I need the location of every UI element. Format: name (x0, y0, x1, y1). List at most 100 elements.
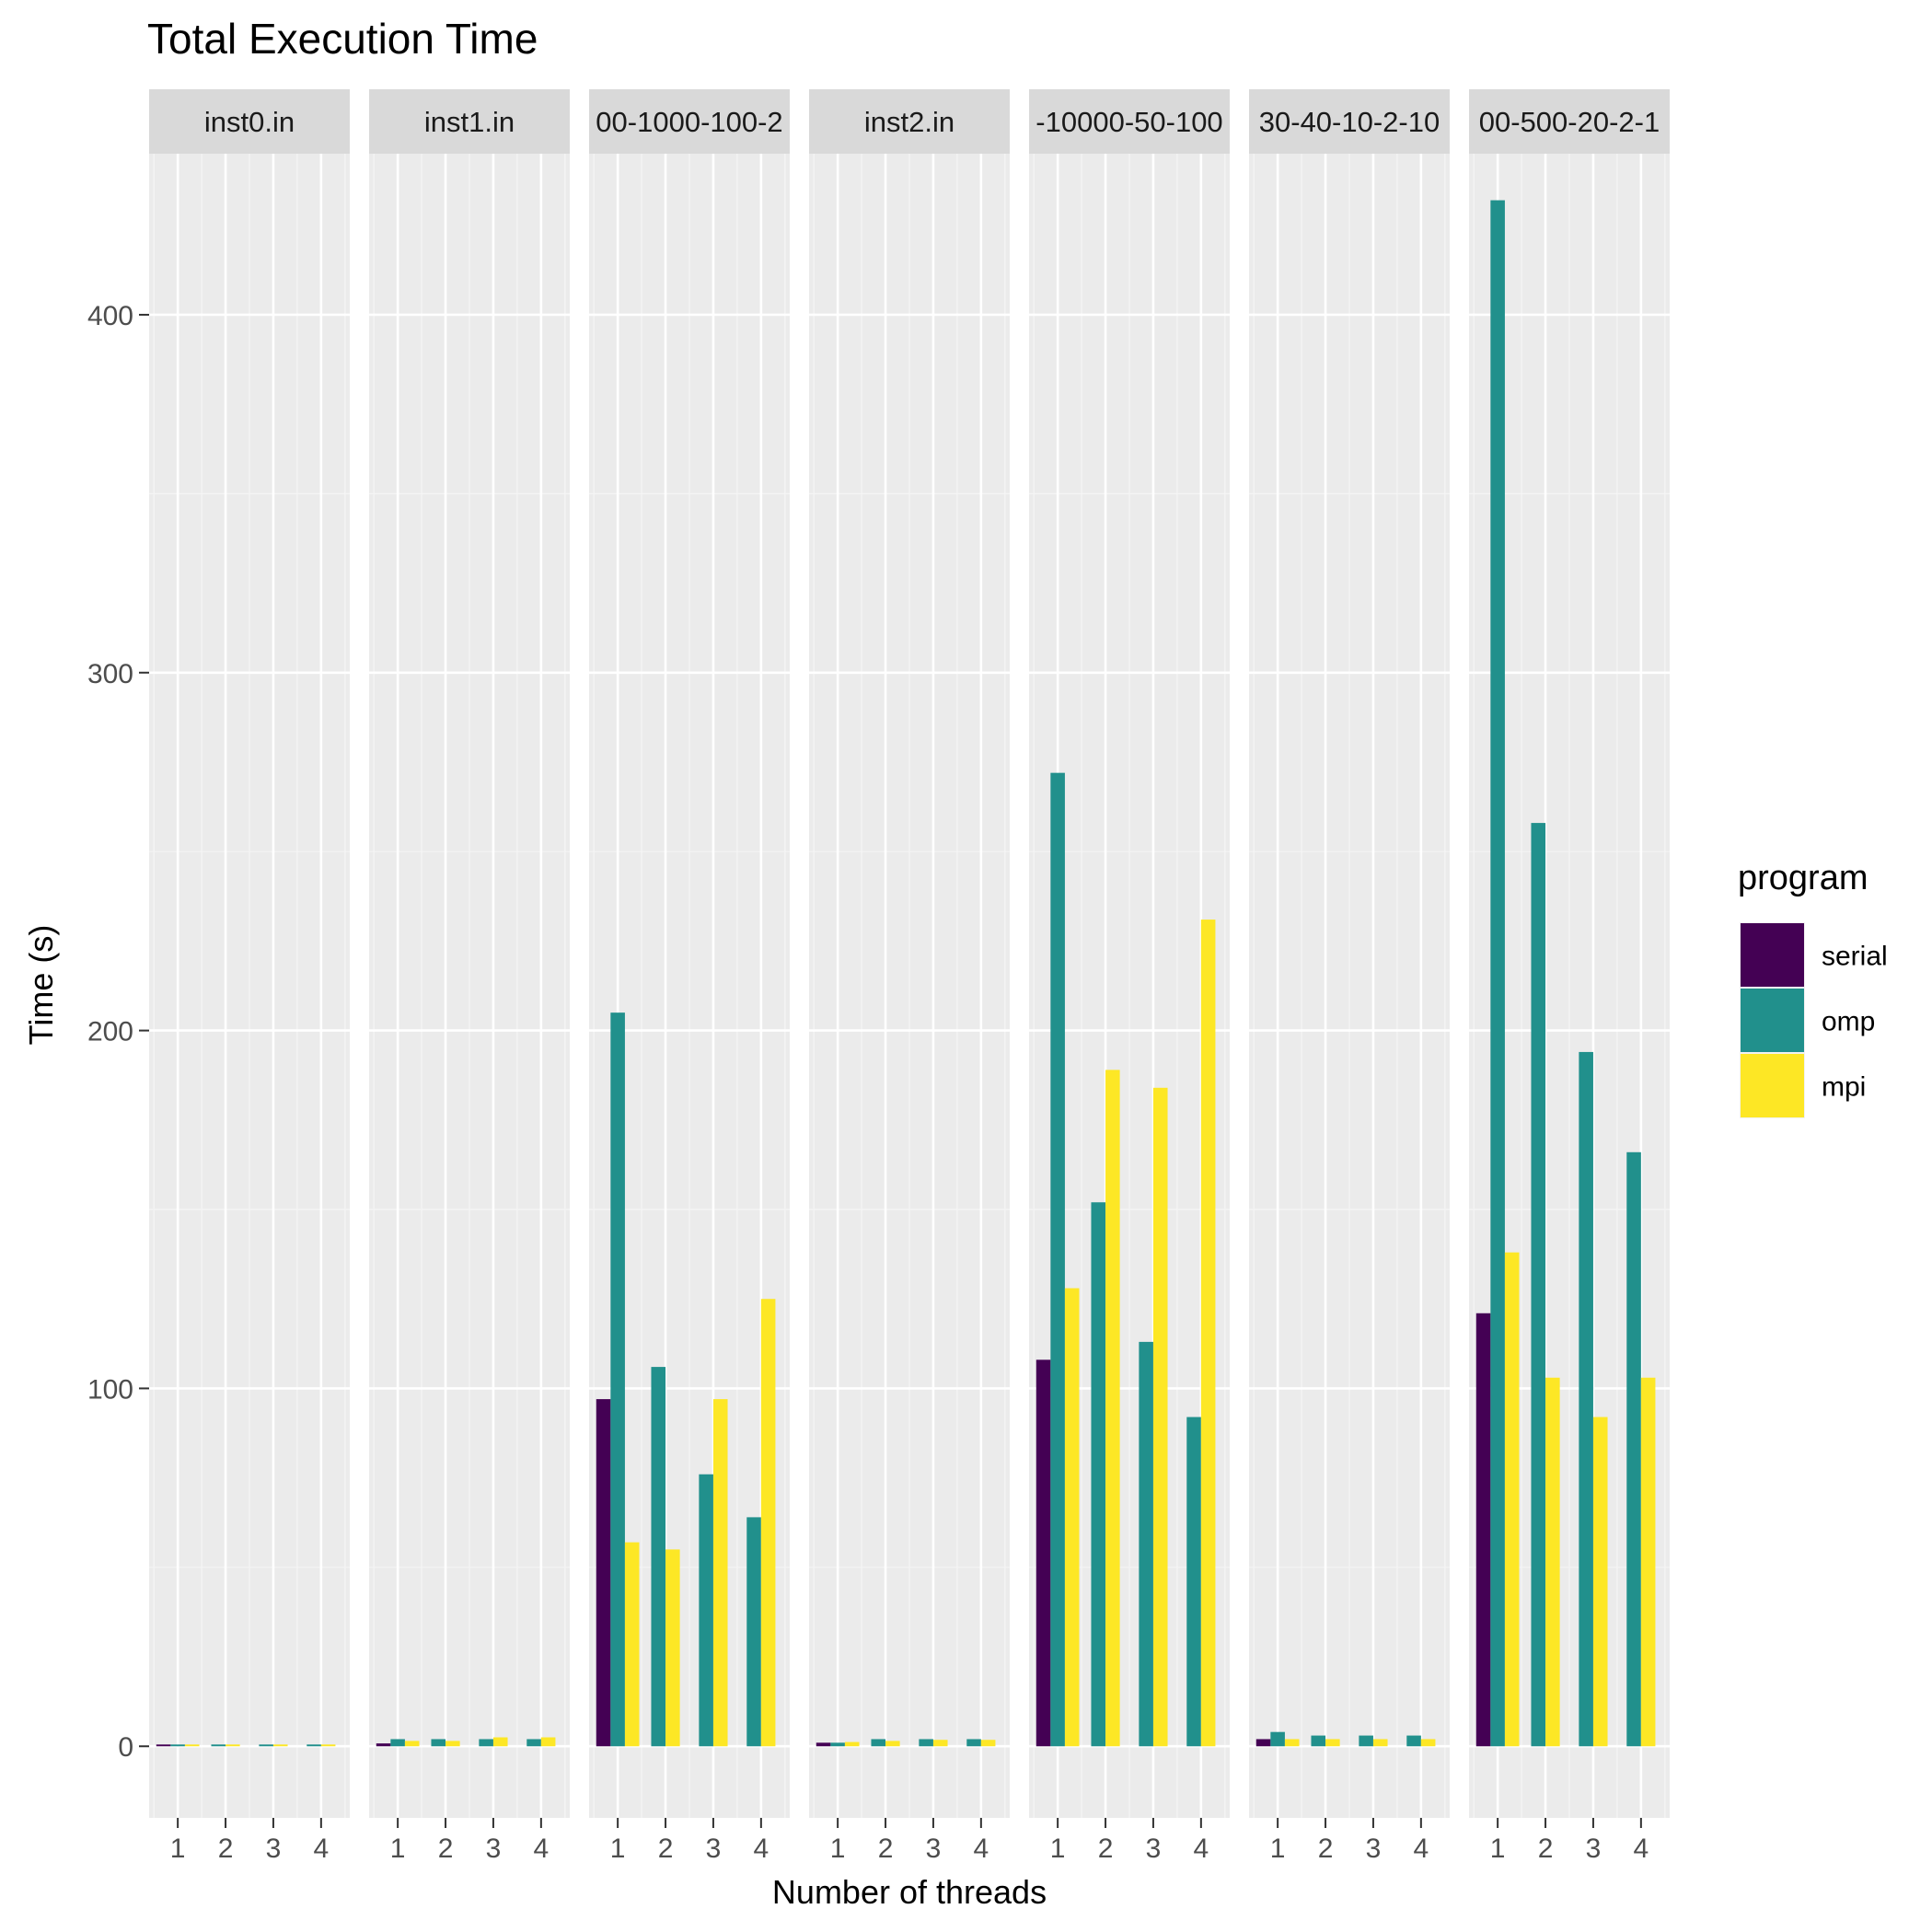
x-tick-label: 2 (1538, 1834, 1554, 1864)
bar-serial-threads-1 (596, 1399, 611, 1747)
bar-mpi-threads-2 (1545, 1377, 1560, 1747)
facet-strip (1249, 89, 1450, 154)
legend-label-omp: omp (1822, 1007, 1875, 1037)
bar-omp-threads-3 (1579, 1051, 1593, 1747)
legend: program serial omp mpi (1738, 859, 1888, 1118)
y-axis-label: Time (s) (22, 925, 60, 1046)
bar-omp-threads-1 (830, 1742, 845, 1747)
bar-mpi-threads-2 (665, 1549, 680, 1747)
legend-label-serial: serial (1822, 942, 1888, 972)
bar-omp-threads-4 (966, 1739, 981, 1747)
bar-serial-threads-1 (1255, 1739, 1271, 1747)
x-tick-label: 1 (610, 1834, 626, 1864)
bar-omp-threads-4 (1186, 1417, 1201, 1747)
facet-strip (369, 89, 570, 154)
x-tick-label: 3 (1146, 1834, 1162, 1864)
x-tick-label: 1 (390, 1834, 406, 1864)
bar-mpi-threads-3 (712, 1399, 728, 1747)
bar-serial-threads-1 (1035, 1359, 1051, 1747)
bar-omp-threads-3 (1139, 1341, 1153, 1747)
bar-omp-threads-3 (919, 1739, 933, 1747)
bar-mpi-threads-4 (760, 1299, 776, 1747)
bar-omp-threads-2 (651, 1367, 666, 1747)
bar-omp-threads-2 (871, 1739, 886, 1747)
bar-omp-threads-2 (211, 1744, 226, 1747)
x-axis-label: Number of threads (772, 1873, 1047, 1911)
bar-omp-threads-3 (1359, 1735, 1373, 1747)
x-tick-label: 3 (926, 1834, 942, 1864)
y-tick-label: 0 (118, 1732, 133, 1763)
facet-strip (589, 89, 790, 154)
bar-omp-threads-1 (390, 1739, 405, 1747)
x-tick-label: 4 (314, 1834, 330, 1864)
x-tick-label: 4 (974, 1834, 989, 1864)
bar-serial-threads-1 (816, 1742, 831, 1747)
bar-omp-threads-2 (1091, 1202, 1106, 1747)
facet-panel: inst0.in 1 2 3 4 (149, 89, 350, 1864)
x-tick-label: 3 (706, 1834, 722, 1864)
x-tick-label: 2 (218, 1834, 234, 1864)
bar-mpi-threads-2 (1105, 1070, 1120, 1747)
x-tick-label: 3 (266, 1834, 282, 1864)
bar-mpi-threads-2 (885, 1741, 900, 1747)
bar-omp-threads-4 (1626, 1151, 1641, 1747)
bar-omp-threads-2 (1311, 1735, 1326, 1747)
bar-omp-threads-3 (259, 1744, 273, 1747)
bar-omp-threads-3 (479, 1739, 493, 1747)
facet-strip (1029, 89, 1230, 154)
facet-strip (809, 89, 1010, 154)
legend-label-mpi: mpi (1822, 1072, 1866, 1103)
x-tick-label: 1 (1490, 1834, 1506, 1864)
facet-panel: 00-500-20-2-1 1 2 3 4 (1469, 89, 1670, 1864)
bar-mpi-threads-4 (1420, 1739, 1436, 1747)
bar-mpi-threads-1 (184, 1744, 200, 1747)
x-tick-label: 2 (1318, 1834, 1334, 1864)
x-tick-label: 4 (1194, 1834, 1209, 1864)
x-tick-label: 3 (486, 1834, 502, 1864)
legend-key-serial (1741, 923, 1804, 987)
facet-strip-label: -10000-50-100 (1035, 106, 1222, 138)
legend-key-mpi (1741, 1054, 1804, 1117)
bar-mpi-threads-1 (844, 1741, 860, 1747)
bar-mpi-threads-3 (1372, 1739, 1388, 1747)
bar-omp-threads-1 (610, 1012, 625, 1747)
bar-omp-threads-1 (1490, 200, 1505, 1747)
bar-omp-threads-1 (170, 1744, 185, 1747)
facet-panel: inst1.in 1 2 3 4 (369, 89, 570, 1864)
bar-omp-threads-4 (526, 1739, 541, 1747)
facet-panel: inst2.in 1 2 3 4 (809, 89, 1010, 1864)
bar-omp-threads-3 (699, 1474, 713, 1747)
x-tick-label: 1 (1050, 1834, 1066, 1864)
x-tick-label: 3 (1586, 1834, 1602, 1864)
bar-mpi-threads-4 (1640, 1377, 1656, 1747)
bar-mpi-threads-1 (404, 1741, 420, 1747)
facet-panel: 00-1000-100-2 1 2 3 4 (589, 89, 790, 1864)
x-tick-label: 1 (170, 1834, 186, 1864)
bar-mpi-threads-1 (1284, 1739, 1300, 1747)
bar-mpi-threads-4 (540, 1737, 556, 1747)
bar-mpi-threads-3 (272, 1744, 288, 1747)
y-tick-label: 400 (87, 301, 133, 331)
bar-omp-threads-2 (431, 1739, 446, 1747)
bar-mpi-threads-1 (1064, 1288, 1080, 1747)
x-tick-label: 4 (1414, 1834, 1429, 1864)
bar-omp-threads-2 (1531, 823, 1546, 1747)
x-tick-label: 4 (754, 1834, 769, 1864)
bar-omp-threads-1 (1270, 1731, 1285, 1747)
legend-key-omp (1741, 989, 1804, 1052)
bar-mpi-threads-1 (624, 1542, 640, 1747)
bar-mpi-threads-4 (1200, 920, 1216, 1747)
bar-mpi-threads-2 (445, 1741, 460, 1747)
x-tick-label: 1 (830, 1834, 846, 1864)
bar-omp-threads-1 (1050, 772, 1065, 1747)
facet-panel: -10000-50-100 1 2 3 4 (1029, 89, 1230, 1864)
bar-serial-threads-1 (1475, 1313, 1491, 1747)
x-tick-label: 2 (1098, 1834, 1114, 1864)
facet-strip-label: 00-500-20-2-1 (1479, 106, 1660, 138)
bar-mpi-threads-2 (226, 1744, 240, 1747)
facet-strip-label: inst0.in (204, 106, 295, 138)
x-tick-label: 2 (438, 1834, 454, 1864)
y-tick-label: 300 (87, 659, 133, 689)
